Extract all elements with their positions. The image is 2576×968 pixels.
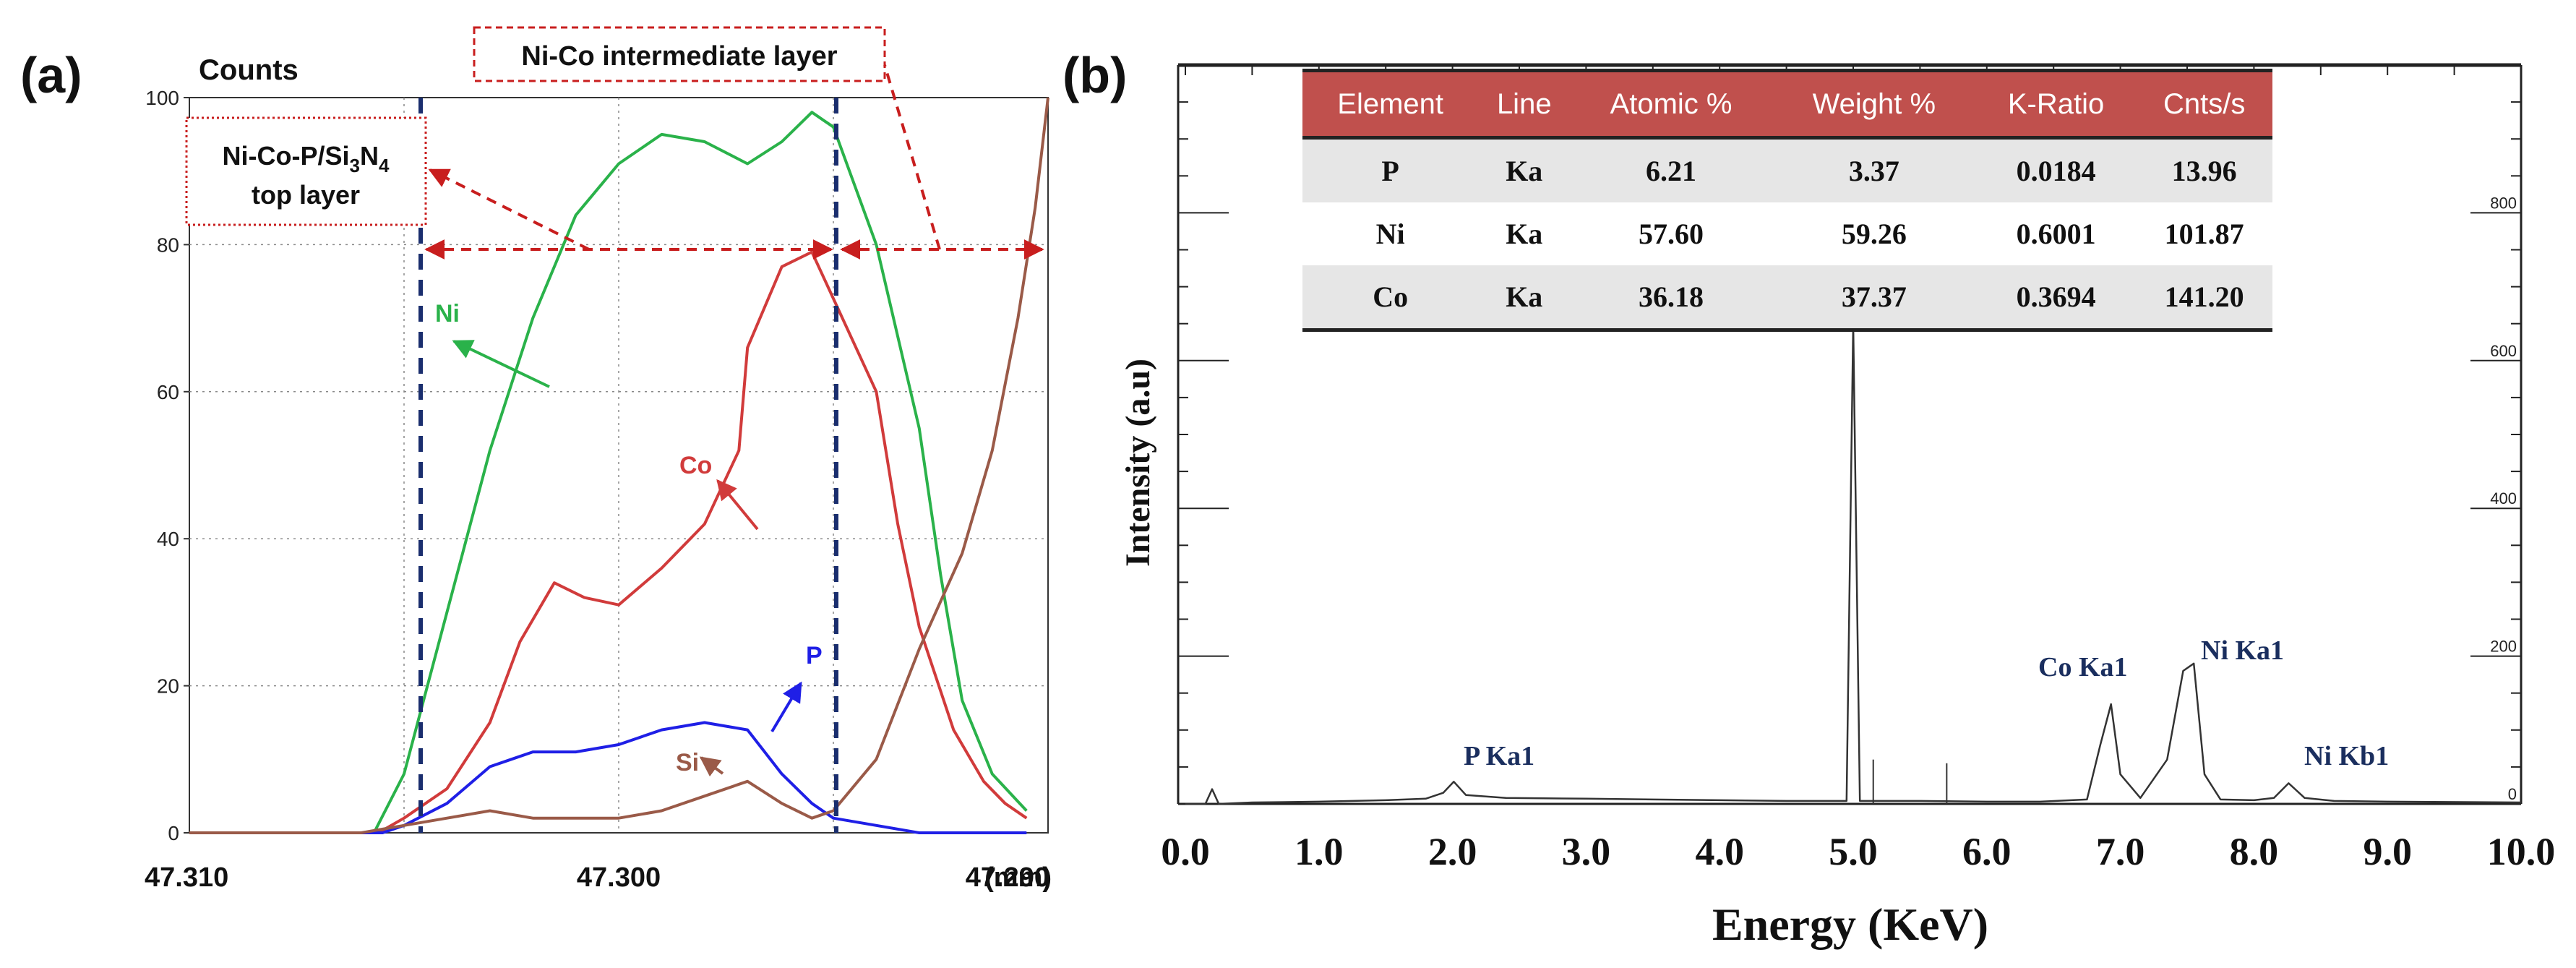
top-layer-box — [185, 116, 427, 226]
top-layer-text-a: Ni-Co-P/Si — [223, 141, 350, 171]
table-cell: Ni — [1375, 218, 1405, 250]
table-cell: 3.37 — [1772, 137, 1976, 202]
x-tick-label-energy: 6.0 — [1962, 830, 2012, 873]
table-cell: 6.21 — [1570, 137, 1772, 202]
top-layer-label-line2: top layer — [252, 180, 360, 210]
table-cell: 57.60 — [1639, 218, 1704, 250]
x-tick-label-energy: 0.0 — [1161, 830, 1210, 873]
top-layer-pointer — [428, 168, 590, 251]
panel-b-x-ticks: 0.0 1.0 2.0 3.0 4.0 5.0 6.0 7.0 8.0 9.0 10.0 — [1161, 830, 2555, 873]
table-cell: 101.87 — [2164, 218, 2244, 250]
panel-a-label: (a) — [20, 47, 82, 103]
table-cell: 0.3694 — [1975, 265, 2137, 332]
x-tick-label-energy: 5.0 — [1829, 830, 1878, 873]
y-tick-label: 80 — [157, 234, 179, 256]
edx-composition-table: Element Line Atomic % Weight % K-Ratio C… — [1302, 69, 2272, 332]
table-cell: 141.20 — [2136, 265, 2272, 332]
series-line-ni — [189, 111, 1028, 834]
arrow-ni — [452, 340, 550, 388]
x-tick-label: 47.310 — [145, 862, 228, 893]
y-tick-label-right: 200 — [2490, 638, 2517, 656]
panel-b-y-ticks: 0 200 400 600 800 — [2490, 194, 2517, 803]
peak-label-co-ka1: Co Ka1 — [2038, 652, 2128, 682]
peak-label-p-ka1: P Ka1 — [1464, 741, 1534, 771]
table-header-cell: Cnts/s — [2136, 69, 2272, 140]
table-header-cell: K-Ratio — [1975, 69, 2137, 140]
label-ni: Ni — [435, 300, 460, 327]
table-cell: 37.37 — [1772, 265, 1976, 332]
top-layer-text-b: N — [360, 141, 379, 171]
series-line-si — [189, 97, 1049, 834]
y-tick-label: 100 — [145, 87, 179, 109]
table-cell: 59.26 — [1841, 218, 1907, 250]
y-axis-title-counts: Counts — [199, 54, 299, 86]
x-tick-label-energy: 10.0 — [2487, 830, 2556, 873]
label-co: Co — [679, 452, 712, 479]
top-layer-label-line1: Ni-Co-P/Si3N4 — [223, 141, 390, 176]
y-tick-label-right: 800 — [2490, 194, 2517, 212]
x-tick-label-energy: 1.0 — [1295, 830, 1344, 873]
panel-b-peak-labels: P Ka1 Co Ka1 Ni Ka1 Ni Kb1 — [1464, 635, 2389, 771]
panel-b-series — [1185, 322, 2522, 805]
y-tick-label: 60 — [157, 381, 179, 403]
label-p: P — [806, 642, 823, 669]
table-header-cell: Line — [1478, 69, 1571, 140]
y-tick-label: 0 — [168, 822, 179, 844]
y-tick-label-right: 0 — [2508, 785, 2517, 803]
table-cell: Co — [1302, 265, 1479, 332]
top-layer-sub-1: 3 — [350, 155, 360, 176]
x-tick-label-energy: 8.0 — [2230, 830, 2279, 873]
x-unit-label: (mm) — [984, 862, 1052, 893]
peak-label-ni-kb1: Ni Kb1 — [2304, 741, 2389, 771]
y-tick-label: 40 — [157, 528, 179, 550]
table-row: P Ka 6.21 3.37 0.0184 13.96 — [1302, 137, 2272, 202]
peak-label-ni-ka1: Ni Ka1 — [2201, 635, 2284, 666]
table-cell: 36.18 — [1570, 265, 1772, 332]
x-tick-label-energy: 9.0 — [2363, 830, 2412, 873]
panel-a-y-ticks: 0 20 40 60 80 100 — [145, 87, 189, 844]
arrow-co — [716, 479, 759, 531]
table-row: Ni Ka 57.60 59.26 0.6001 101.87 — [1302, 202, 2272, 265]
table-header-cell: Atomic % — [1570, 69, 1772, 140]
table-cell: 0.0184 — [1975, 137, 2137, 202]
x-tick-label-energy: 7.0 — [2096, 830, 2145, 873]
table-cell: 13.96 — [2136, 137, 2272, 202]
panel-b-plot-area: 0 200 400 600 800 0.0 1.0 2.0 3.0 4.0 5.0 6.0 7.0 8.… — [1161, 63, 2555, 873]
y-tick-label: 20 — [157, 675, 179, 698]
intermediate-pointer — [883, 64, 941, 250]
table-header-row: Element Line Atomic % Weight % K-Ratio C… — [1302, 69, 2272, 140]
y-tick-label-right: 600 — [2490, 342, 2517, 360]
top-layer-sub-2: 4 — [379, 155, 390, 176]
table-header-cell: Weight % — [1772, 69, 1976, 140]
table-row: Co Ka 36.18 37.37 0.3694 141.20 — [1302, 265, 2272, 332]
table-cell: Ka — [1478, 265, 1571, 332]
series-line-edx-spectrum — [1185, 322, 2522, 805]
table-cell: P — [1302, 137, 1479, 202]
intermediate-layer-label: Ni-Co intermediate layer — [521, 41, 837, 72]
x-tick-label-energy: 4.0 — [1695, 830, 1744, 873]
panel-a-x-ticks: 47.310 47.300 47.290 — [145, 862, 1049, 893]
series-line-p — [189, 721, 1027, 834]
x-tick-label: 47.300 — [577, 862, 661, 893]
x-tick-label-energy: 3.0 — [1562, 830, 1611, 873]
x-tick-label-energy: 2.0 — [1428, 830, 1477, 873]
arrow-p — [770, 681, 802, 733]
table-cell: Ka — [1506, 218, 1543, 250]
arrow-si — [699, 756, 724, 777]
table-header-cell: Element — [1302, 69, 1479, 140]
panel-b-label: (b) — [1062, 47, 1127, 103]
label-si: Si — [676, 749, 699, 776]
intermediate-layer-box — [473, 26, 886, 82]
table-cell: Ka — [1478, 137, 1571, 202]
table-cell: 0.6001 — [2016, 218, 2096, 250]
y-axis-title-intensity: Intensity (a.u) — [1119, 359, 1157, 567]
x-axis-title-energy: Energy (KeV) — [1712, 899, 1988, 950]
x-tick-label: 47.290 — [966, 862, 1049, 893]
y-tick-label-right: 400 — [2490, 489, 2517, 507]
panel-b-minor-ticks — [1178, 64, 2522, 805]
